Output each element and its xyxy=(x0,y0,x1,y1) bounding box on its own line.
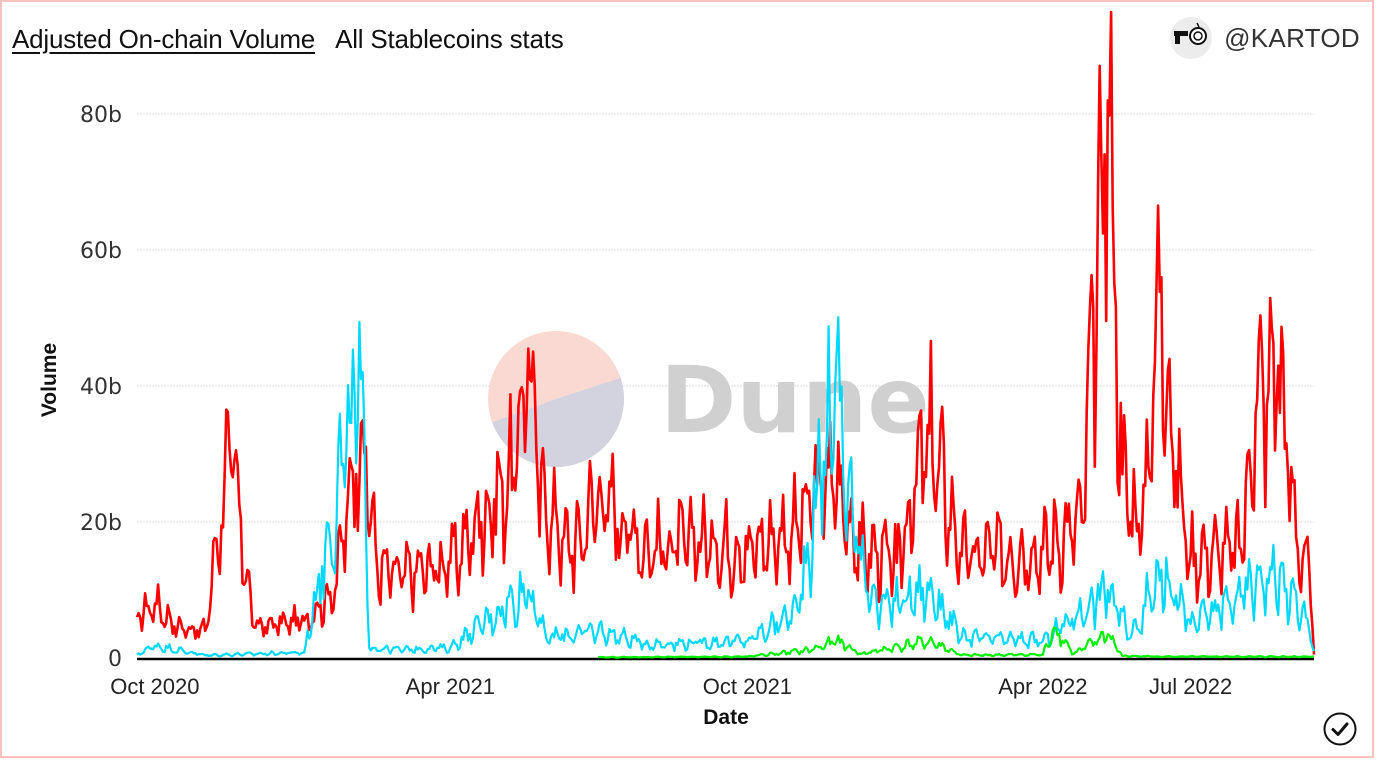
author-name: @KARTOD xyxy=(1224,22,1360,53)
avatar xyxy=(1170,17,1213,59)
y-axis-label: Volume xyxy=(38,343,61,417)
gridlines xyxy=(137,113,1314,523)
series-lines xyxy=(135,10,1316,659)
x-axis-label: Date xyxy=(703,706,749,729)
dune-watermark: Dune xyxy=(488,331,930,467)
x-tick-label: Jul 2022 xyxy=(1149,674,1232,699)
series-line xyxy=(136,316,1316,658)
chart-subtitle: All Stablecoins stats xyxy=(335,23,564,54)
series-line xyxy=(597,626,1314,659)
x-tick-label: Oct 2020 xyxy=(110,674,199,699)
x-axis-ticks: Oct 2020 Apr 2021 Oct 2021 Apr 2022 Jul 2022 xyxy=(110,674,1232,699)
chart-header: Adjusted On-chain Volume All Stablecoins… xyxy=(12,22,564,56)
y-axis-ticks: 0 20b 40b 60b 80b xyxy=(80,103,122,672)
check-circle-icon[interactable] xyxy=(1323,712,1357,746)
x-tick-label: Oct 2021 xyxy=(703,674,792,699)
dune-watermark-text: Dune xyxy=(660,347,930,454)
avatar-gun-icon xyxy=(1174,22,1208,45)
chart-title-link[interactable]: Adjusted On-chain Volume xyxy=(12,23,316,54)
y-tick-label: 0 xyxy=(108,647,122,672)
y-tick-label: 20b xyxy=(80,511,122,536)
series-line xyxy=(135,10,1316,655)
author-link[interactable]: @KARTOD xyxy=(1170,16,1360,60)
x-tick-label: Apr 2022 xyxy=(998,674,1087,699)
y-tick-label: 40b xyxy=(80,375,122,400)
y-tick-label: 60b xyxy=(80,239,122,264)
x-tick-label: Apr 2021 xyxy=(406,674,495,699)
y-tick-label: 80b xyxy=(80,103,122,128)
